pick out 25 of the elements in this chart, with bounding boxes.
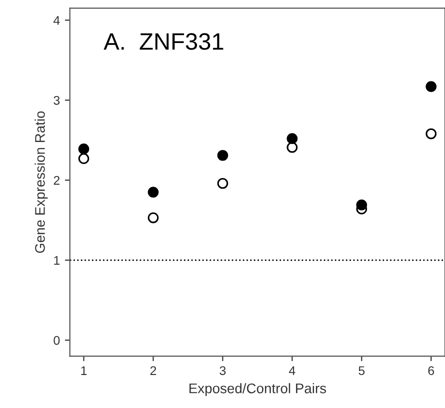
x-tick-label: 6 xyxy=(428,366,434,376)
point xyxy=(286,133,298,144)
y-tick-label: 1 xyxy=(54,256,60,265)
y-axis-title: Gene Expression Ratio xyxy=(34,111,48,253)
x-tick-label: 4 xyxy=(288,366,296,375)
x-tick-label: 1 xyxy=(81,366,87,375)
point xyxy=(426,128,437,140)
point xyxy=(78,153,90,164)
point xyxy=(217,150,228,161)
point xyxy=(148,212,159,224)
point xyxy=(217,178,228,189)
y-tick-label: 4 xyxy=(53,16,60,25)
y-tick-label: 2 xyxy=(54,176,60,185)
point xyxy=(78,144,90,154)
point xyxy=(356,200,368,210)
text: A. ZNF331 xyxy=(104,33,224,50)
x-axis-title: Exposed/Control Pairs xyxy=(189,383,326,396)
x-tick-label: 3 xyxy=(220,366,226,376)
point xyxy=(148,186,159,198)
point xyxy=(286,142,298,153)
y-tick-label: 0 xyxy=(54,336,60,345)
y-tick-label: 3 xyxy=(54,96,60,105)
x-tick-label: 5 xyxy=(358,366,365,376)
point xyxy=(426,81,437,92)
x-tick-label: 2 xyxy=(150,366,156,375)
